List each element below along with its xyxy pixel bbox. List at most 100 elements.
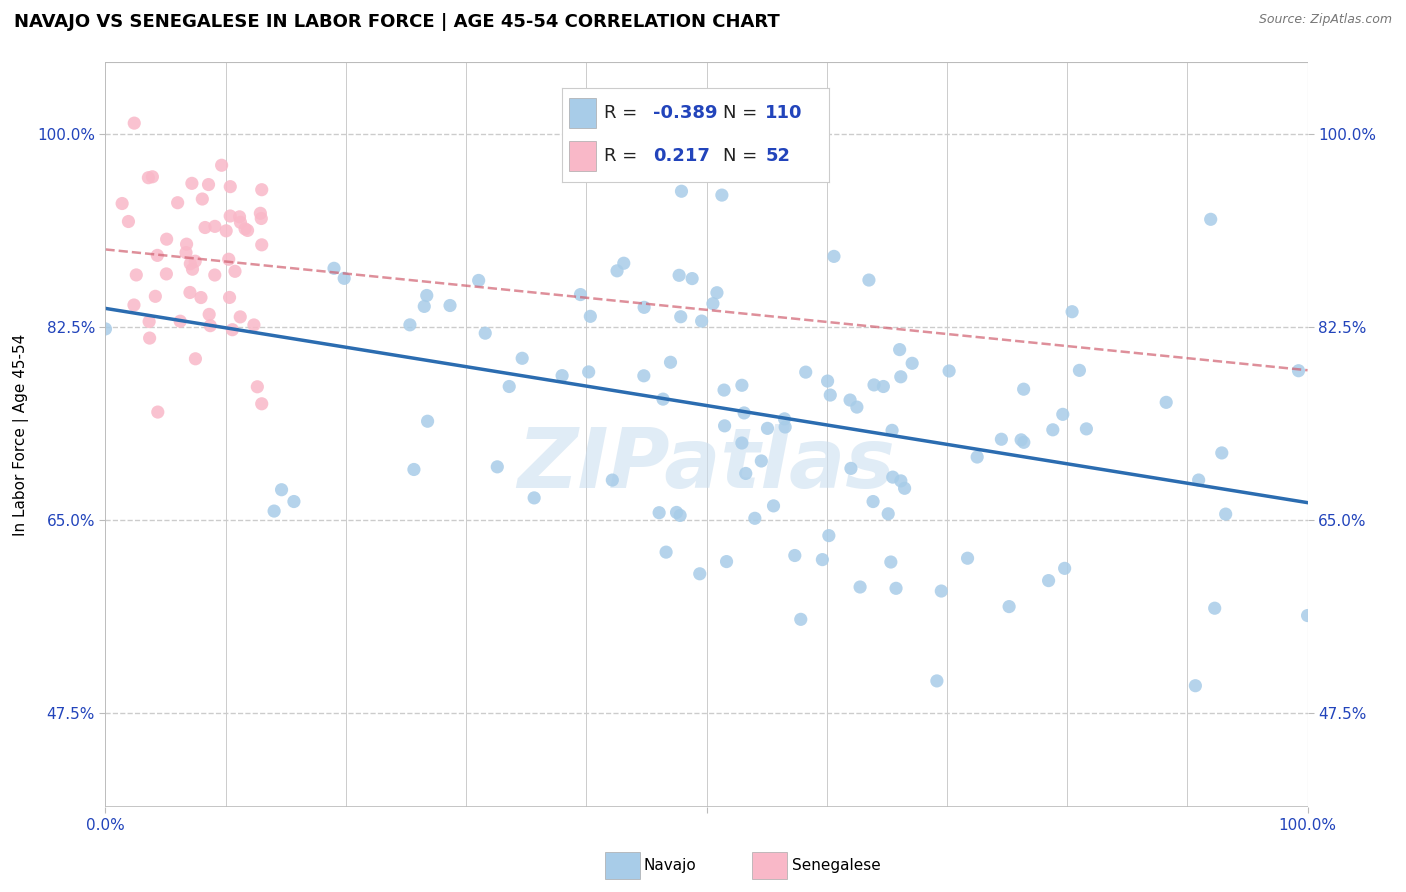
Point [671, 184, 693, 198]
Point [122, 298, 145, 312]
Point [204, 268, 226, 282]
Point [117, 214, 139, 228]
Bar [569, 141, 596, 171]
Point [233, 222, 256, 236]
Point [818, 528, 841, 542]
Point [184, 254, 207, 268]
Text: 110: 110 [765, 104, 803, 122]
Point [655, 545, 678, 559]
Point [1215, 507, 1237, 521]
Point [872, 379, 894, 393]
Text: 0.217: 0.217 [654, 147, 710, 165]
Point [224, 264, 246, 278]
Point [744, 511, 766, 525]
Point [250, 183, 273, 197]
Point [179, 257, 201, 271]
Point [877, 507, 900, 521]
Point [621, 116, 644, 130]
Point [180, 177, 202, 191]
Point [713, 418, 735, 433]
Point [498, 379, 520, 393]
Point [1076, 422, 1098, 436]
Point [1010, 433, 1032, 447]
Point [652, 392, 675, 406]
Point [783, 549, 806, 563]
Bar [569, 98, 596, 128]
Point [166, 195, 188, 210]
Point [138, 170, 160, 185]
Point [882, 470, 904, 484]
Point [613, 256, 636, 270]
Point [706, 285, 728, 300]
Point [731, 436, 754, 450]
Point [474, 326, 496, 341]
Point [811, 552, 834, 566]
Point [749, 454, 772, 468]
Point [1288, 364, 1310, 378]
Point [1069, 363, 1091, 377]
Point [156, 232, 179, 246]
Point [439, 299, 461, 313]
Point [486, 459, 509, 474]
Point [229, 310, 252, 324]
Point [221, 323, 243, 337]
Point [733, 406, 755, 420]
Text: -0.389: -0.389 [654, 104, 717, 122]
Point [773, 412, 796, 426]
Point [716, 555, 738, 569]
Point [880, 423, 903, 437]
Point [1052, 408, 1074, 422]
Text: Navajo: Navajo [644, 858, 697, 872]
Text: R =: R = [603, 147, 643, 165]
Point [333, 271, 356, 285]
Point [713, 383, 735, 397]
Point [250, 211, 273, 226]
Point [633, 368, 655, 383]
Point [146, 248, 169, 262]
Point [197, 178, 219, 192]
Point [1184, 679, 1206, 693]
Point [633, 301, 655, 315]
Point [839, 461, 862, 475]
Point [246, 380, 269, 394]
Point [510, 351, 533, 366]
Point [734, 467, 756, 481]
Point [668, 268, 690, 283]
Point [817, 374, 839, 388]
Text: Senegalese: Senegalese [792, 858, 880, 872]
Point [956, 551, 979, 566]
Point [122, 116, 145, 130]
Point [236, 223, 259, 237]
Point [179, 285, 201, 300]
Point [1042, 423, 1064, 437]
Point [1211, 446, 1233, 460]
Point [523, 491, 546, 505]
Point [467, 273, 489, 287]
Point [219, 179, 242, 194]
Point [731, 116, 754, 130]
Point [880, 555, 903, 569]
Point [1204, 601, 1226, 615]
Point [94, 322, 117, 336]
Point [862, 494, 884, 508]
Point [263, 504, 285, 518]
Point [966, 450, 988, 464]
Point [1038, 574, 1060, 588]
Point [579, 310, 602, 324]
Point [181, 262, 204, 277]
Point [863, 378, 886, 392]
Point [889, 343, 911, 357]
Point [845, 400, 868, 414]
Point [893, 481, 915, 495]
Point [155, 267, 177, 281]
Point [762, 499, 785, 513]
Point [890, 474, 912, 488]
Point [1053, 561, 1076, 575]
Point [890, 369, 912, 384]
Point [823, 249, 845, 263]
Point [198, 307, 221, 321]
Point [643, 141, 665, 155]
Point [569, 287, 592, 301]
Point [416, 414, 439, 428]
Point [884, 582, 907, 596]
